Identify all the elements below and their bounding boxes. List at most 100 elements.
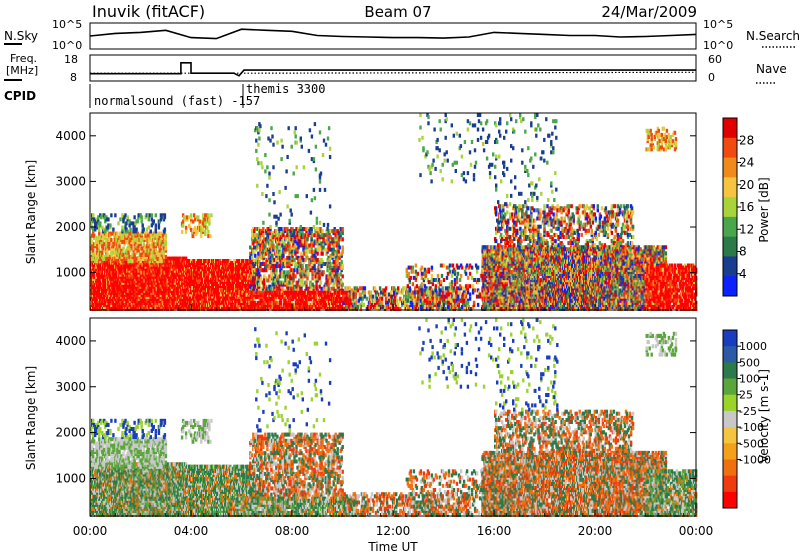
power-cell-3528: [230, 307, 233, 311]
power-cell-3986: [190, 213, 193, 218]
power-cell-2166: [97, 235, 100, 240]
power-cell-2110: [184, 268, 188, 273]
power-cell-3135: [208, 290, 211, 295]
power-cell-2665: [122, 217, 125, 222]
power-cell-235: [100, 274, 103, 279]
power-cell-2441: [140, 248, 143, 253]
power-cell-2377: [129, 248, 132, 253]
power-cell-2589: [162, 246, 166, 251]
power-cell-3161: [209, 271, 212, 276]
power-cell-2177: [99, 257, 102, 261]
power-cell-2527: [153, 259, 156, 264]
power-cell-3702: [239, 275, 242, 280]
power-cell-2891: [194, 275, 197, 280]
power-cell-3420: [224, 288, 227, 293]
power-cell-3970: [181, 213, 185, 218]
power-cell-2811: [190, 292, 193, 297]
power-cell-2220: [105, 231, 108, 236]
power-cell-2540: [155, 254, 159, 259]
power-cell-3232: [213, 277, 216, 282]
power-cell-2689: [135, 227, 138, 232]
power-cell-2516: [151, 233, 154, 238]
power-cell-3254: [214, 275, 217, 280]
power-cell-2882: [194, 298, 197, 303]
power-cell-3997: [195, 232, 198, 236]
power-cell-2276: [115, 246, 118, 251]
power-cell-4664: [305, 280, 308, 285]
power-cell-3984: [190, 217, 193, 222]
power-cell-3017: [201, 275, 204, 280]
power-cell-3083: [205, 294, 208, 299]
power-cell-2186: [100, 238, 103, 242]
power-cell-3011: [201, 290, 204, 295]
power-cell-2345: [125, 254, 128, 259]
power-cell-2283: [116, 259, 119, 264]
power-cell-4285: [271, 253, 274, 258]
power-cell-3587: [233, 275, 236, 280]
power-cell-2141: [94, 250, 97, 255]
power-cell-2578: [160, 244, 164, 249]
power-cell-2829: [191, 300, 194, 305]
power-cell-2447: [141, 257, 144, 261]
power-cell-3399: [223, 294, 226, 299]
power-cell-4170: [260, 276, 263, 281]
power-cell-3979: [188, 223, 191, 228]
power-cell-2135: [93, 252, 96, 257]
power-cell-2444: [140, 235, 143, 240]
power-cell-2721: [157, 225, 161, 230]
power-cell-3293: [216, 265, 219, 270]
power-cell-3975: [184, 225, 188, 230]
power-cell-3268: [215, 286, 218, 291]
power-cell-2942: [197, 292, 200, 297]
power-cell-4018: [202, 219, 205, 224]
power-cell-2420: [137, 259, 140, 264]
power-cell-3317: [218, 294, 221, 299]
power-cell-2360: [127, 252, 130, 257]
power-cell-3781: [243, 271, 246, 276]
power-cell-2718: [154, 227, 157, 232]
power-cell-3469: [226, 269, 229, 274]
power-cell-2523: [152, 242, 155, 247]
power-cell-3847: [247, 286, 250, 291]
freq-frame: [89, 54, 697, 82]
power-cell-2404: [133, 240, 136, 245]
power-cell-3156: [209, 286, 212, 291]
power-cell-3649: [236, 265, 239, 270]
power-cell-3989: [192, 234, 195, 239]
power-cell-2321: [120, 235, 123, 240]
power-cell-3661: [237, 286, 240, 291]
power-cell-3151: [209, 298, 212, 303]
power-cell-3978: [185, 215, 189, 220]
power-cell-3114: [207, 298, 210, 303]
nave-ytick-bottom: 0: [708, 71, 715, 84]
power-cell-3285: [216, 290, 219, 295]
power-cell-2301: [118, 244, 121, 249]
power-cell-3784: [243, 265, 246, 270]
power-cell-2554: [157, 250, 161, 255]
power-cell-2734: [163, 213, 167, 218]
power-cell-2462: [143, 231, 146, 236]
power-cell-4064: [251, 255, 254, 260]
power-cell-2145: [95, 252, 98, 257]
power-cell-2442: [140, 246, 143, 251]
power-cell-2506: [150, 254, 153, 259]
power-cell-3471: [226, 265, 229, 270]
power-cell-2485: [147, 248, 150, 253]
power-cell-2449: [141, 238, 144, 242]
power-cell-4011: [200, 229, 203, 234]
power-cell-3831: [246, 279, 249, 284]
power-cell-2595: [163, 238, 167, 242]
power-cell-3448: [225, 275, 228, 280]
power-cell-2559: [158, 259, 162, 264]
power-cell-2633: [101, 225, 104, 230]
power-cell-4026: [204, 229, 207, 234]
power-cell-2456: [143, 257, 146, 261]
power-cell-3796: [244, 279, 247, 284]
power-cell-3639: [236, 288, 239, 293]
power-cell-3701: [239, 277, 242, 282]
freq-ytick-top: 18: [64, 53, 78, 66]
power-cell-2247: [110, 231, 113, 236]
power-cell-4013: [201, 223, 204, 228]
power-cell-3313: [218, 302, 221, 307]
power-cell-2865: [193, 307, 196, 311]
